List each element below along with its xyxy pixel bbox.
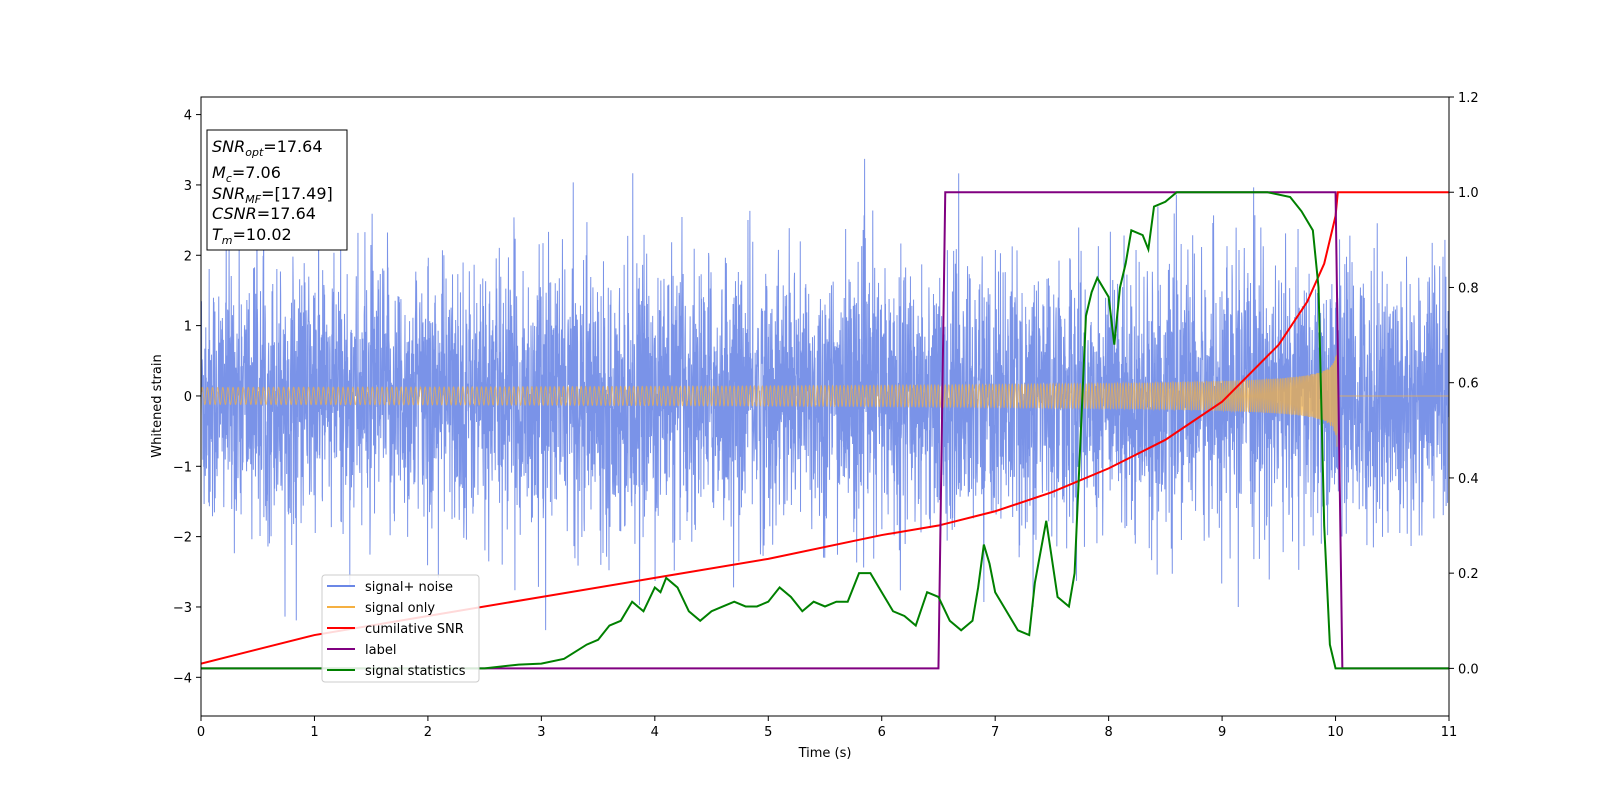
y-tick-label: 0 xyxy=(184,390,192,405)
info-csnr: CSNR=17.64 xyxy=(212,204,316,223)
x-tick-label: 7 xyxy=(991,725,999,740)
y-tick-label: −1 xyxy=(173,460,192,475)
y-tick-label: 2 xyxy=(184,249,192,264)
legend-label-signal-statistics: signal statistics xyxy=(365,664,466,679)
y-tick-label: −2 xyxy=(173,531,192,546)
y-axis-left: 4 3 2 1 0 −1 −2 −3 −4 xyxy=(173,109,201,686)
x-tick-label: 3 xyxy=(537,725,545,740)
x-tick-label: 11 xyxy=(1441,725,1458,740)
x-axis-label: Time (s) xyxy=(798,746,852,761)
info-snr-mf: SNRMF=[17.49] xyxy=(212,184,333,206)
series-signal-only xyxy=(201,348,1449,447)
series-signal-statistics xyxy=(201,191,1449,670)
plot-area xyxy=(201,141,1449,670)
legend-label-label: label xyxy=(365,643,396,658)
y-axis-right: 1.2 1.0 0.8 0.6 0.4 0.2 0.0 xyxy=(1449,91,1479,677)
legend: signal+ noise signal only cumilative SNR… xyxy=(321,574,480,683)
legend-label-cumulative-snr: cumilative SNR xyxy=(365,622,464,637)
x-tick-label: 0 xyxy=(197,725,205,740)
x-axis: 0 1 2 3 4 5 6 7 8 9 10 11 xyxy=(197,716,1457,740)
x-tick-label: 1 xyxy=(310,725,318,740)
x-tick-label: 8 xyxy=(1104,725,1112,740)
info-box: SNRopt=17.64 Mc=7.06 SNRMF=[17.49] CSNR=… xyxy=(206,129,348,251)
y2-tick-label: 0.8 xyxy=(1458,281,1479,296)
x-tick-label: 6 xyxy=(878,725,886,740)
y2-tick-label: 0.2 xyxy=(1458,567,1479,582)
x-tick-label: 9 xyxy=(1218,725,1226,740)
y-tick-label: −3 xyxy=(173,601,192,616)
y-tick-label: −4 xyxy=(173,671,192,686)
y2-tick-label: 0.4 xyxy=(1458,472,1479,487)
legend-label-signal-noise: signal+ noise xyxy=(365,580,453,595)
y2-tick-label: 0.6 xyxy=(1458,377,1479,392)
plot-frame xyxy=(200,96,1450,717)
series-signal-noise xyxy=(201,141,1449,631)
x-tick-label: 10 xyxy=(1327,725,1344,740)
y-axis-label: Whitened strain xyxy=(150,354,165,457)
info-tm: Tm=10.02 xyxy=(212,225,292,247)
info-mc: Mc=7.06 xyxy=(212,163,281,185)
y2-tick-label: 0.0 xyxy=(1458,662,1479,677)
y-tick-label: 1 xyxy=(184,320,192,335)
x-tick-label: 5 xyxy=(764,725,772,740)
info-snr-opt: SNRopt=17.64 xyxy=(212,137,323,159)
info-box-frame xyxy=(206,129,348,251)
legend-frame xyxy=(321,574,480,683)
series-cumulative-snr xyxy=(201,191,1449,665)
legend-label-signal-only: signal only xyxy=(365,601,435,616)
x-tick-label: 4 xyxy=(651,725,659,740)
y2-tick-label: 1.0 xyxy=(1458,186,1479,201)
y-tick-label: 3 xyxy=(184,179,192,194)
y-tick-label: 4 xyxy=(184,109,192,124)
x-tick-label: 2 xyxy=(424,725,432,740)
y2-tick-label: 1.2 xyxy=(1458,91,1479,106)
